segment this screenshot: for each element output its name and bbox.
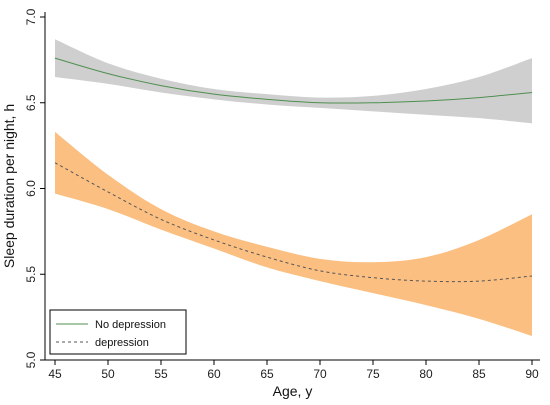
x-tick-label: 55: [154, 367, 168, 381]
series-line-depression: [54, 162, 533, 283]
x-tick-label: 85: [472, 367, 486, 381]
x-tick-label: 50: [101, 367, 115, 381]
series-line-no-depression: [54, 57, 533, 104]
y-tick-label: 6.5: [24, 94, 38, 111]
y-tick-label: 6.0: [24, 180, 38, 197]
x-tick-label: 75: [366, 367, 380, 381]
x-tick-label: 80: [419, 367, 433, 381]
x-tick-label: 45: [48, 367, 62, 381]
confidence-band-depression: [55, 131, 532, 336]
y-tick-label: 7.0: [24, 8, 38, 25]
x-tick-label: 60: [207, 367, 221, 381]
legend-box: [49, 309, 187, 355]
x-tick-label: 65: [260, 367, 274, 381]
legend-label-no-depression: No depression: [95, 319, 166, 331]
y-tick-label: 5.0: [24, 351, 38, 368]
y-axis-title: Sleep duration per night, h: [1, 104, 17, 268]
x-ticks: 45 50 55 60 65 70 75 80 85 90: [48, 360, 539, 381]
confidence-band-no-depression: [55, 39, 532, 124]
y-tick-label: 5.5: [24, 266, 38, 283]
y-ticks: 5.0 5.5 6.0 6.5 7.0: [24, 8, 45, 368]
legend: No depression depression: [49, 309, 187, 355]
x-tick-label: 70: [313, 367, 327, 381]
axes: [44, 12, 540, 361]
x-axis-title: Age, y: [273, 383, 313, 399]
confidence-bands: [55, 39, 532, 336]
x-tick-label: 90: [525, 367, 539, 381]
series-lines: [54, 57, 533, 283]
legend-label-depression: depression: [95, 337, 149, 349]
